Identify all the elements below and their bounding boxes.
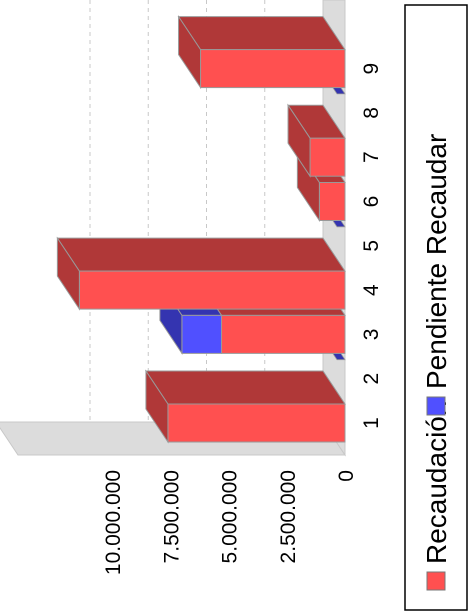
bar-1-Recaudación xyxy=(167,403,346,443)
category-tick-label: 5 xyxy=(360,240,383,252)
bar-3-Pendiente Recaudar xyxy=(181,314,223,354)
value-tick-label: 10.000.000 xyxy=(102,470,125,575)
category-axis-ticks: 1 2 3 4 5 6 7 8 9 xyxy=(360,63,383,429)
value-tick-label: 0 xyxy=(335,470,358,482)
category-tick-label: 1 xyxy=(360,417,383,429)
category-tick-label: 3 xyxy=(360,329,383,341)
category-tick-label: 7 xyxy=(360,151,383,163)
bar-top-9-0 xyxy=(177,16,346,51)
bar-7-Recaudación xyxy=(309,137,346,177)
legend-label: Recaudación xyxy=(421,401,452,564)
bars xyxy=(56,14,346,444)
value-tick-label: 5.000.000 xyxy=(219,470,242,563)
bar-4-Recaudación xyxy=(78,270,346,310)
legend-swatch xyxy=(426,396,446,416)
legend-label: Pendiente Recaudar xyxy=(421,134,452,389)
bar-top-4-0 xyxy=(56,237,346,272)
value-tick-label: 2.500.000 xyxy=(277,470,300,563)
bar-end-7 xyxy=(287,103,311,178)
bar-end-4 xyxy=(56,236,80,311)
bar-top-1-0 xyxy=(144,370,346,405)
bar-end-1 xyxy=(145,369,169,444)
category-tick-label: 6 xyxy=(360,196,383,208)
value-axis-ticks: 0 2.500.000 5.000.000 7.500.000 10.000.000 xyxy=(102,470,358,575)
category-tick-label: 9 xyxy=(360,63,383,75)
legend-swatch xyxy=(426,571,446,591)
bar-6-Recaudación xyxy=(318,182,346,221)
legend-box xyxy=(404,4,468,611)
value-tick-label: 7.500.000 xyxy=(160,470,183,563)
legend: Recaudación Pendiente Recaudar xyxy=(404,4,468,611)
category-tick-label: 2 xyxy=(360,373,383,385)
category-tick-label: 8 xyxy=(360,107,383,119)
bar-9-Recaudación xyxy=(200,49,346,89)
gridlines xyxy=(89,0,266,422)
bar-end-9 xyxy=(178,14,202,90)
bar-3-Recaudación xyxy=(221,314,346,354)
category-tick-label: 4 xyxy=(360,284,383,296)
